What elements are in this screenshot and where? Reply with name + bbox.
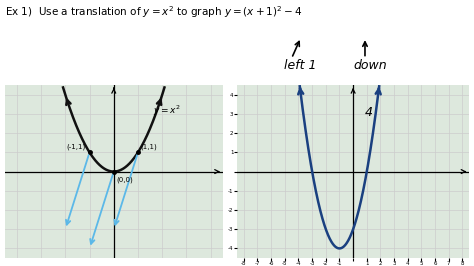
Text: (-1,1): (-1,1) <box>67 144 86 150</box>
Text: down: down <box>353 59 387 72</box>
Text: Ex 1)  Use a translation of $y = x^2$ to graph $y = (x + 1)^2-4$: Ex 1) Use a translation of $y = x^2$ to … <box>5 4 302 20</box>
Text: $y = x^2$: $y = x^2$ <box>153 103 180 118</box>
Text: 4: 4 <box>365 106 373 119</box>
Text: (1,1): (1,1) <box>140 144 157 150</box>
Text: (0,0): (0,0) <box>116 176 133 183</box>
Text: left 1: left 1 <box>284 59 317 72</box>
